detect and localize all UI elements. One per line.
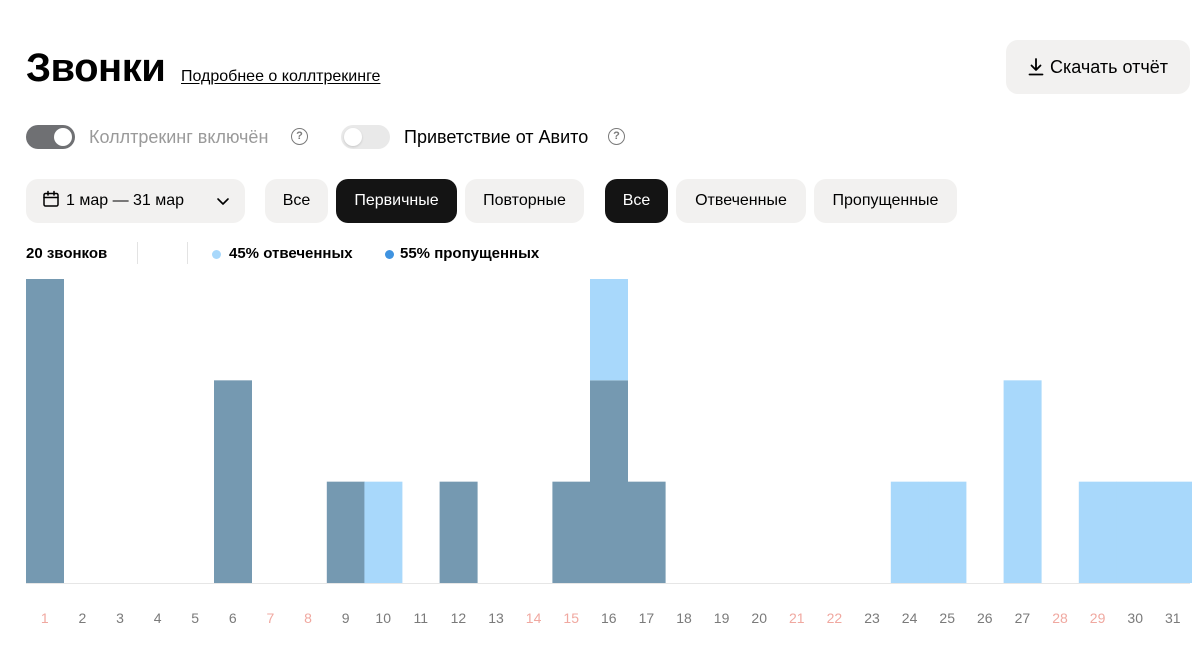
bar-missed-day-12[interactable] [439, 481, 478, 583]
calltracking-help-icon[interactable]: ? [291, 128, 308, 145]
x-tick-label: 30 [1127, 610, 1143, 626]
calendar-icon [42, 190, 60, 213]
x-tick-label: 28 [1052, 610, 1068, 626]
bar-missed-day-9[interactable] [326, 481, 365, 583]
missed-share: 55% пропущенных [400, 245, 540, 262]
x-tick-label: 21 [789, 610, 805, 626]
bar-answered-day-31[interactable] [1154, 481, 1192, 583]
bar-answered-day-10[interactable] [364, 481, 403, 583]
x-tick-label: 14 [526, 610, 542, 626]
x-tick-label: 26 [977, 610, 993, 626]
total-calls: 20 звонков [26, 245, 108, 262]
bar-missed-day-6[interactable] [214, 380, 252, 583]
x-tick-label: 16 [601, 610, 617, 626]
greeting-toggle[interactable] [341, 125, 390, 149]
x-tick-label: 23 [864, 610, 880, 626]
call-type-primary-button[interactable]: Первичные [336, 179, 457, 223]
download-icon [1028, 58, 1044, 76]
x-tick-label: 1 [41, 610, 49, 626]
x-tick-label: 3 [116, 610, 124, 626]
x-tick-label: 8 [304, 610, 312, 626]
bar-answered-day-29[interactable] [1078, 481, 1117, 583]
calltracking-info-link[interactable]: Подробнее о коллтрекинге [181, 68, 381, 85]
x-tick-label: 13 [488, 610, 504, 626]
x-tick-label: 7 [267, 610, 275, 626]
download-report-label: Скачать отчёт [1050, 56, 1168, 77]
missed-legend-dot [385, 250, 394, 259]
chevron-down-icon [215, 193, 231, 214]
answered-share: 45% отвеченных [229, 245, 353, 262]
download-report-button[interactable]: Скачать отчёт [1006, 40, 1190, 94]
x-tick-label: 25 [939, 610, 955, 626]
call-type-repeat-button[interactable]: Повторные [465, 179, 584, 223]
date-range-value: 1 мар — 31 мар [66, 192, 185, 209]
x-tick-label: 27 [1015, 610, 1031, 626]
page-title: Звонки [26, 46, 166, 90]
bar-answered-day-27[interactable] [1003, 380, 1042, 583]
summary-separator [137, 242, 138, 264]
toggle-knob [54, 128, 72, 146]
x-tick-label: 29 [1090, 610, 1106, 626]
date-range-select[interactable]: 1 мар — 31 мар [26, 179, 245, 223]
bar-answered-day-30[interactable] [1116, 481, 1155, 583]
bar-answered-day-16[interactable] [590, 279, 628, 381]
x-tick-label: 22 [827, 610, 843, 626]
toggle-knob [344, 128, 362, 146]
greeting-help-icon[interactable]: ? [608, 128, 625, 145]
greeting-toggle-label: Приветствие от Авито [404, 127, 589, 147]
bar-missed-day-1[interactable] [26, 279, 64, 583]
x-tick-label: 12 [451, 610, 467, 626]
x-tick-label: 9 [342, 610, 350, 626]
x-tick-label: 24 [902, 610, 918, 626]
x-tick-label: 20 [751, 610, 767, 626]
bar-answered-day-25[interactable] [928, 481, 967, 583]
summary-separator [187, 242, 188, 264]
bar-missed-day-17[interactable] [627, 481, 666, 583]
x-tick-label: 19 [714, 610, 730, 626]
call-status-answered-button[interactable]: Отвеченные [676, 179, 806, 223]
x-tick-label: 4 [154, 610, 162, 626]
bar-answered-day-24[interactable] [890, 481, 929, 583]
calltracking-toggle-label: Коллтрекинг включён [89, 127, 269, 147]
call-status-all-button[interactable]: Все [605, 179, 668, 223]
x-tick-label: 10 [375, 610, 391, 626]
x-tick-label: 6 [229, 610, 237, 626]
x-tick-label: 18 [676, 610, 692, 626]
bar-missed-day-16[interactable] [590, 380, 628, 583]
bar-missed-day-15[interactable] [552, 481, 591, 583]
x-tick-label: 2 [79, 610, 87, 626]
answered-legend-dot [212, 250, 221, 259]
x-tick-label: 5 [191, 610, 199, 626]
calltracking-toggle[interactable] [26, 125, 75, 149]
x-tick-label: 31 [1165, 610, 1181, 626]
x-tick-label: 15 [563, 610, 579, 626]
call-status-missed-button[interactable]: Пропущенные [814, 179, 957, 223]
x-tick-label: 11 [414, 610, 429, 626]
call-type-all-button[interactable]: Все [265, 179, 328, 223]
x-tick-label: 17 [639, 610, 655, 626]
